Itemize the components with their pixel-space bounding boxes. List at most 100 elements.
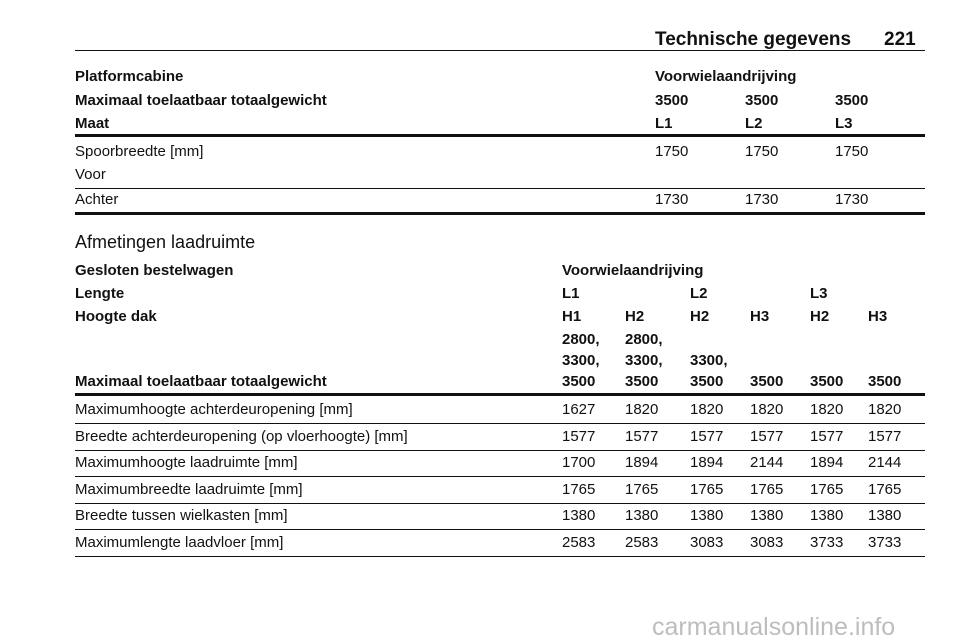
cell: 3733 xyxy=(810,533,844,551)
cell: 1627 xyxy=(562,401,596,418)
rule xyxy=(75,529,925,530)
head-label: Hoogte dak xyxy=(75,308,157,325)
head-label: Maximaal toelaatbaar totaalgewicht xyxy=(75,373,327,390)
row-label: Spoorbreedte [mm] xyxy=(75,143,204,160)
cell: 1820 xyxy=(868,401,902,418)
row-label: Voor xyxy=(75,166,106,183)
head-cell: 2800, xyxy=(625,331,663,348)
cell: 1765 xyxy=(868,480,902,498)
head-cell: H2 xyxy=(625,308,645,325)
head-cell: H2 xyxy=(690,308,710,325)
head-cell: L1 xyxy=(562,285,580,302)
cell: 1380 xyxy=(625,507,659,524)
cell: 1750 xyxy=(655,143,689,160)
rule xyxy=(75,502,925,504)
cell: 1820 xyxy=(690,401,724,418)
watermark: carmanualsonline.info xyxy=(652,613,896,641)
head-cell: L3 xyxy=(810,285,828,302)
head-cell: 3500 xyxy=(655,92,689,109)
cell: 3083 xyxy=(750,533,784,551)
head-label: Lengte xyxy=(75,285,125,302)
head-label: Gesloten bestelwagen xyxy=(75,262,234,279)
cell: 1820 xyxy=(810,401,844,418)
cell: 1380 xyxy=(750,507,784,524)
cell: 1380 xyxy=(562,507,596,524)
rule xyxy=(75,134,925,137)
cell: 1765 xyxy=(750,480,784,498)
row-label: Maximumhoogte laadruimte [mm] xyxy=(75,454,298,471)
cell: 3083 xyxy=(690,533,724,551)
cell: 1820 xyxy=(750,401,784,418)
head-cell: 3500 xyxy=(835,92,869,109)
header-rule xyxy=(75,50,925,51)
rule xyxy=(75,393,925,396)
cell: 1765 xyxy=(810,480,844,498)
head-cell: L3 xyxy=(835,115,853,132)
cell: 1765 xyxy=(625,480,659,498)
cell: 3733 xyxy=(868,533,902,551)
cell: 1577 xyxy=(868,427,902,445)
row-label: Breedte tussen wielkasten [mm] xyxy=(75,507,288,524)
cell: 1730 xyxy=(835,191,869,208)
cell: 1577 xyxy=(690,427,724,445)
head-cell: L2 xyxy=(745,115,763,132)
cell: 1894 xyxy=(625,454,659,471)
head-cell: 3500 xyxy=(810,373,844,390)
head-cell: 3500 xyxy=(868,373,902,390)
head-cell: 3500 xyxy=(562,373,596,390)
cell: 1577 xyxy=(810,427,844,445)
head-cell: 2800, xyxy=(562,331,600,348)
header-title: Technische gegevens xyxy=(655,29,852,50)
cell: 1894 xyxy=(810,454,844,471)
rule xyxy=(75,423,925,424)
head-cell: 3300, xyxy=(690,352,728,369)
head-cell: H3 xyxy=(868,308,888,325)
row-label: Maximumhoogte achterdeuropening [mm] xyxy=(75,401,353,418)
rule xyxy=(75,449,925,451)
row-label: Breedte achterdeuropening (op vloerhoogt… xyxy=(75,427,408,445)
head-cell: 3500 xyxy=(745,92,779,109)
head-cell: 3300, xyxy=(562,352,600,369)
row-label: Achter xyxy=(75,191,119,208)
cell: 1577 xyxy=(750,427,784,445)
rule xyxy=(75,188,925,189)
cell: 1380 xyxy=(690,507,724,524)
cell: 2583 xyxy=(625,533,659,551)
head-cell: L1 xyxy=(655,115,673,132)
cell: 1577 xyxy=(625,427,659,445)
row-label: Maximumlengte laadvloer [mm] xyxy=(75,533,284,551)
cell: 2144 xyxy=(750,454,784,471)
cell: 1820 xyxy=(625,401,659,418)
head-cell: Voorwielaandrijving xyxy=(655,68,797,85)
cell: 1700 xyxy=(562,454,596,471)
row-label: Maximumbreedte laadruimte [mm] xyxy=(75,480,303,498)
head-label: Platformcabine xyxy=(75,68,184,85)
cell: 2144 xyxy=(868,454,902,471)
cell: 1894 xyxy=(690,454,724,471)
cell: 1730 xyxy=(655,191,689,208)
head-cell: L2 xyxy=(690,285,708,302)
cell: 1380 xyxy=(810,507,844,524)
cell: 1730 xyxy=(745,191,779,208)
head-cell: 3500 xyxy=(625,373,659,390)
head-label: Maat xyxy=(75,115,110,132)
head-cell: 3500 xyxy=(690,373,724,390)
rule xyxy=(75,555,925,557)
cell: 1750 xyxy=(835,143,869,160)
cell: 1765 xyxy=(690,480,724,498)
head-cell: Voorwielaandrijving xyxy=(562,262,704,279)
head-cell: H3 xyxy=(750,308,770,325)
head-cell: 3300, xyxy=(625,352,663,369)
head-cell: 3500 xyxy=(750,373,784,390)
cell: 2583 xyxy=(562,533,596,551)
cell: 1750 xyxy=(745,143,779,160)
rule xyxy=(75,212,925,215)
head-label: Maximaal toelaatbaar totaalgewicht xyxy=(75,92,327,109)
head-cell: H2 xyxy=(810,308,830,325)
cell: 1577 xyxy=(562,427,596,445)
head-cell: H1 xyxy=(562,308,582,325)
cell: 1380 xyxy=(868,507,902,524)
section-title: Afmetingen laadruimte xyxy=(75,232,256,252)
page-number: 221 xyxy=(884,29,916,50)
